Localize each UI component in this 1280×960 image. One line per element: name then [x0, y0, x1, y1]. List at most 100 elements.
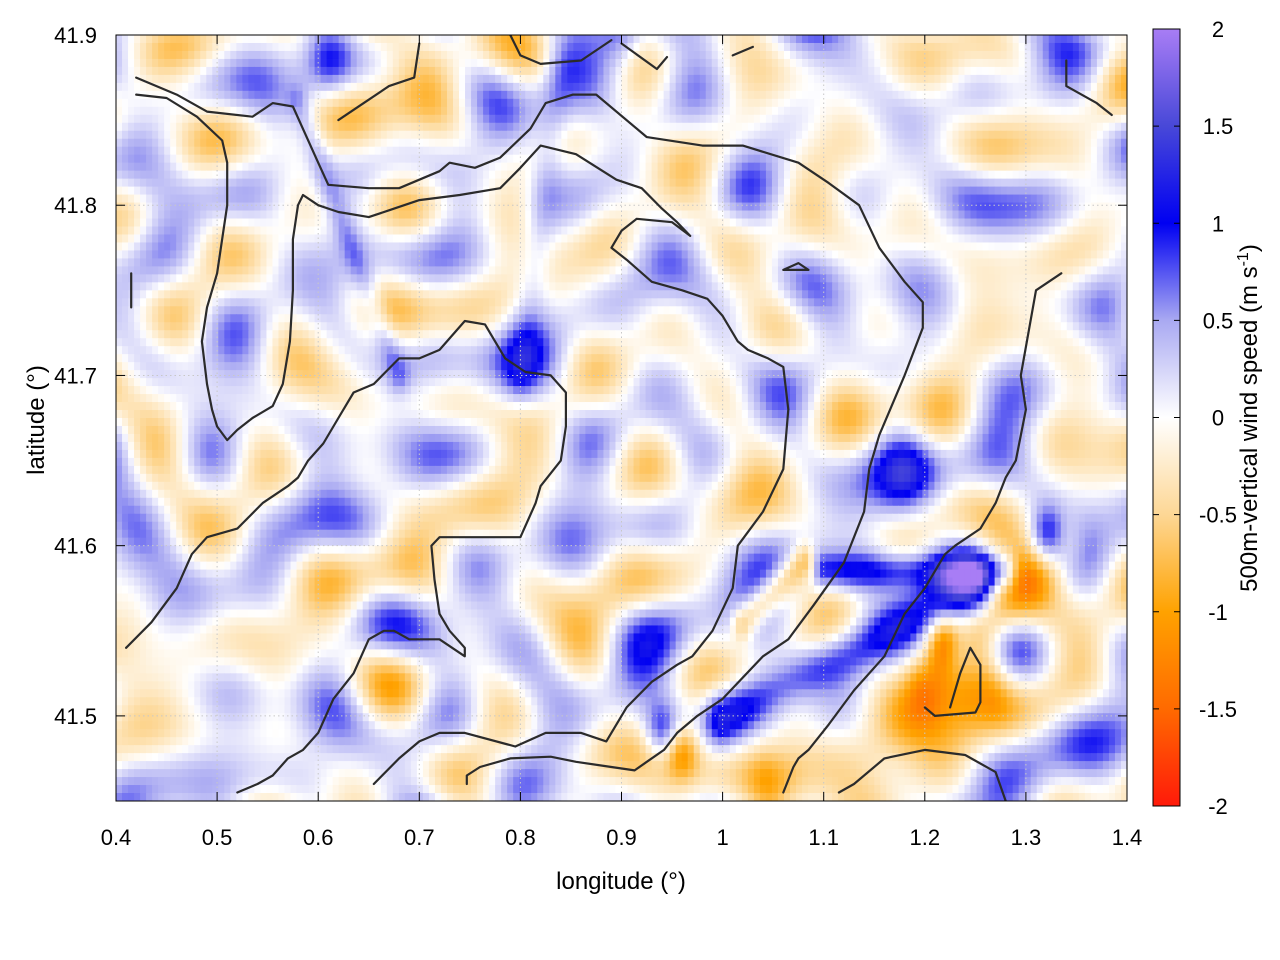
heatmap-cell	[182, 82, 189, 92]
heatmap-cell	[946, 106, 954, 116]
heatmap-cell	[796, 42, 803, 52]
heatmap-cell	[1114, 186, 1122, 196]
heatmap-cell	[116, 178, 123, 188]
heatmap-cell	[278, 106, 286, 116]
heatmap-cell	[182, 50, 189, 60]
heatmap-cell	[326, 170, 334, 180]
heatmap-cell	[603, 162, 611, 172]
heatmap-cell	[368, 154, 376, 164]
heatmap-cell	[1114, 35, 1122, 44]
heatmap-cell	[1114, 66, 1122, 76]
heatmap-cell	[615, 234, 623, 244]
heatmap-cell	[916, 250, 923, 260]
heatmap-cell	[892, 90, 899, 100]
heatmap-cell	[218, 178, 225, 188]
heatmap-cell	[350, 186, 358, 196]
heatmap-cell	[687, 82, 695, 92]
heatmap-cell	[483, 130, 490, 140]
heatmap-cell	[759, 106, 767, 116]
heatmap-cell	[392, 218, 400, 228]
heatmap-cell	[134, 234, 141, 244]
heatmap-cell	[1078, 114, 1086, 124]
heatmap-cell	[128, 122, 135, 132]
heatmap-cell	[633, 154, 641, 164]
heatmap-cell	[176, 82, 183, 92]
heatmap-cell	[796, 98, 803, 108]
heatmap-cell	[1078, 226, 1086, 236]
heatmap-cell	[838, 178, 845, 188]
heatmap-cell	[410, 98, 418, 108]
heatmap-cell	[1060, 66, 1068, 76]
heatmap-cell	[802, 138, 809, 148]
heatmap-cell	[368, 106, 376, 116]
heatmap-cell	[549, 66, 556, 76]
heatmap-cell	[1120, 234, 1127, 244]
heatmap-cell	[663, 114, 671, 124]
heatmap-cell	[1060, 218, 1068, 228]
heatmap-cell	[958, 35, 966, 44]
heatmap-cell	[777, 162, 785, 172]
heatmap-cell	[290, 35, 298, 44]
heatmap-cell	[1090, 130, 1098, 140]
heatmap-cell	[338, 218, 346, 228]
heatmap-cell	[958, 138, 966, 148]
heatmap-cell	[140, 106, 147, 116]
heatmap-cell	[777, 74, 785, 84]
heatmap-cell	[501, 74, 508, 84]
heatmap-cell	[1060, 170, 1068, 180]
heatmap-cell	[771, 98, 779, 108]
heatmap-cell	[579, 58, 586, 68]
heatmap-cell	[344, 130, 352, 140]
heatmap-cell	[525, 186, 532, 196]
heatmap-cell	[747, 226, 755, 236]
heatmap-cell	[627, 234, 635, 244]
heatmap-cell	[657, 234, 665, 244]
heatmap-cell	[356, 98, 364, 108]
heatmap-cell	[681, 98, 689, 108]
heatmap-cell	[1012, 170, 1020, 180]
heatmap-cell	[374, 266, 382, 275]
heatmap-cell	[380, 66, 388, 76]
heatmap-cell	[501, 170, 508, 180]
heatmap-cell	[946, 250, 954, 260]
heatmap-cell	[212, 202, 219, 212]
heatmap-cell	[693, 202, 701, 212]
heatmap-cell	[140, 130, 147, 140]
heatmap-cell	[1036, 194, 1044, 204]
heatmap-cell	[152, 226, 159, 236]
heatmap-cell	[176, 186, 183, 196]
heatmap-cell	[1066, 170, 1074, 180]
heatmap-cell	[585, 146, 593, 156]
heatmap-cell	[1036, 35, 1044, 44]
heatmap-cell	[410, 202, 418, 212]
heatmap-cell	[296, 50, 304, 60]
heatmap-cell	[1036, 154, 1044, 164]
heatmap-cell	[790, 106, 797, 116]
heatmap-cell	[471, 58, 478, 68]
heatmap-cell	[344, 266, 352, 275]
heatmap-cell	[820, 74, 827, 84]
heatmap-cell	[302, 35, 310, 44]
heatmap-cell	[459, 154, 466, 164]
heatmap-cell	[380, 234, 388, 244]
heatmap-cell	[982, 74, 990, 84]
heatmap-cell	[808, 146, 815, 156]
heatmap-cell	[1108, 82, 1116, 92]
heatmap-cell	[453, 242, 460, 252]
heatmap-cell	[386, 50, 394, 60]
heatmap-cell	[1060, 194, 1068, 204]
heatmap-cell	[832, 250, 839, 260]
heatmap-cell	[218, 194, 225, 204]
heatmap-cell	[1090, 82, 1098, 92]
heatmap-cell	[1054, 50, 1062, 60]
heatmap-cell	[886, 202, 893, 212]
heatmap-cell	[537, 162, 544, 172]
heatmap-cell	[832, 258, 839, 267]
heatmap-cell	[651, 114, 659, 124]
heatmap-cell	[176, 66, 183, 76]
heatmap-cell	[320, 138, 328, 148]
heatmap-cell	[434, 35, 442, 44]
heatmap-cell	[146, 82, 153, 92]
heatmap-cell	[567, 266, 574, 275]
heatmap-cell	[814, 178, 821, 188]
